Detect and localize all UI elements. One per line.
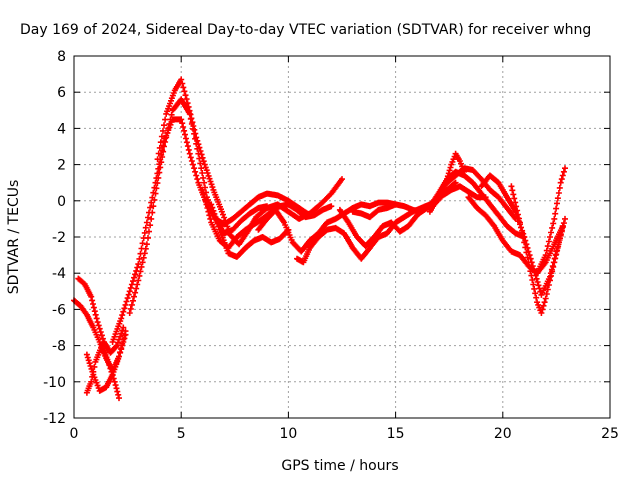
series-track-11 [294,179,459,266]
marker-track [109,116,313,345]
chart-title: Day 169 of 2024, Sidereal Day-to-day VTE… [20,22,591,38]
marker-track [294,179,459,266]
data-marks [71,76,568,402]
y-tick-label: -6 [52,302,66,318]
series-track-13 [349,165,519,222]
marker-track [349,165,519,222]
y-tick-label: -4 [52,266,66,282]
y-tick-label: 8 [57,49,66,65]
axis-ticks [73,55,611,419]
series-track-2 [75,275,127,356]
marker-track [508,183,566,316]
x-tick-label: 20 [494,426,512,442]
y-tick-label: 0 [57,194,66,210]
y-tick-label: -8 [52,339,66,355]
series-track-10 [255,199,399,255]
marker-track [83,342,122,402]
marker-track [255,199,399,255]
marker-track [435,150,468,197]
series-track-19 [534,165,568,277]
x-tick-label: 25 [601,426,619,442]
series-track-5 [109,116,313,345]
marker-track [534,165,568,277]
y-tick-labels: -12 -10 -8 -6 -4 -2 0 2 4 6 8 [43,49,66,427]
y-tick-label: 6 [57,85,66,101]
x-tick-labels: 0 5 10 15 20 25 [70,426,619,442]
series-track-15 [435,150,468,197]
y-tick-label: -12 [43,411,66,427]
x-tick-label: 15 [387,426,405,442]
y-tick-label: -10 [43,375,66,391]
y-tick-label: -2 [52,230,66,246]
y-tick-label: 2 [57,158,66,174]
series-track-18 [508,183,566,316]
x-axis-label: GPS time / hours [281,458,398,474]
series-track-9 [208,201,292,260]
x-tick-label: 5 [177,426,186,442]
series-track-4 [83,342,122,402]
marker-track [75,275,127,356]
x-tick-label: 10 [279,426,297,442]
grid-lines [74,56,610,418]
y-axis-label: SDTVAR / TECUs [6,180,22,295]
y-tick-label: 4 [57,121,66,137]
x-tick-label: 0 [70,426,79,442]
marker-track [208,201,292,260]
